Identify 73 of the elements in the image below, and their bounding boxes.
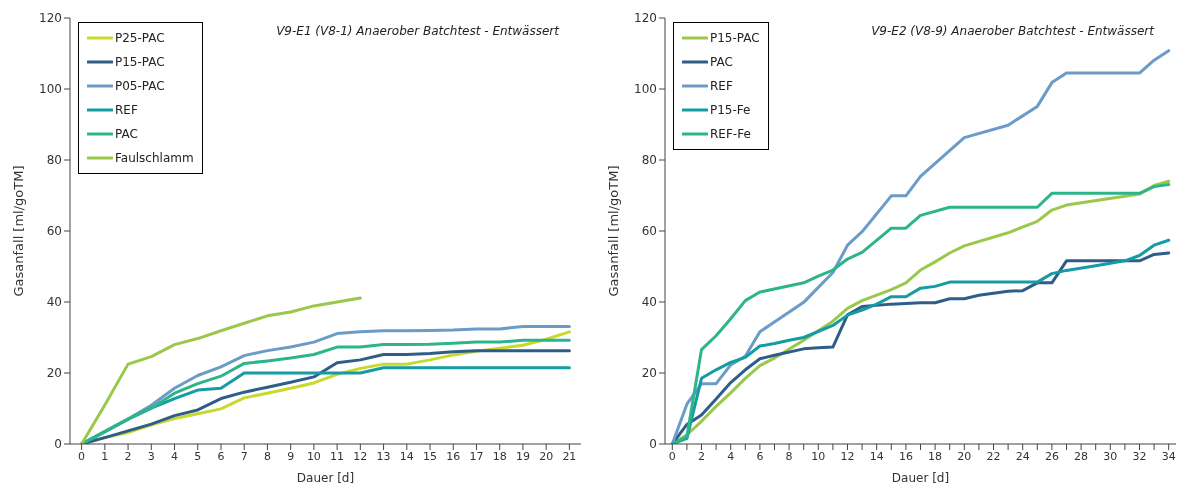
y-tick-label: 0 <box>54 437 62 452</box>
x-tick-label: 19 <box>515 449 530 463</box>
y-tick-label: 100 <box>634 82 657 97</box>
x-tick-label: 3 <box>147 449 155 463</box>
x-tick-label: 20 <box>957 449 972 463</box>
text: V9-E2 (V8-9) Anaerober Batchtest - Entwässert <box>871 24 1154 38</box>
x-tick-label: 26 <box>1044 449 1059 463</box>
legend-label: REF <box>710 78 733 95</box>
legend-label: Faulschlamm <box>115 150 194 167</box>
x-tick-label: 21 <box>562 449 577 463</box>
x-axis-title: Dauer [d] <box>296 471 355 485</box>
x-tick-label: 15 <box>423 449 438 463</box>
x-tick-label: 34 <box>1161 449 1176 463</box>
legend-label: PAC <box>115 126 138 143</box>
y-tick-label: 20 <box>641 366 657 381</box>
x-tick-label: 12 <box>353 449 368 463</box>
x-tick-label: 4 <box>727 449 735 463</box>
legend-label: P15-PAC <box>115 54 165 71</box>
x-tick-label: 18 <box>928 449 943 463</box>
y-axis-title: Gasanfall [ml/goTM] <box>10 165 26 297</box>
x-tick-label: 24 <box>1015 449 1030 463</box>
y-tick-label: 100 <box>39 82 62 97</box>
x-tick-label: 12 <box>840 449 855 463</box>
y-tick-label: 40 <box>46 295 62 310</box>
x-tick-label: 18 <box>492 449 507 463</box>
legend-label: P05-PAC <box>115 78 165 95</box>
legend-label: REF-Fe <box>710 126 751 143</box>
y-tick-label: 60 <box>641 224 657 239</box>
x-tick-label: 5 <box>194 449 202 463</box>
x-axis-title: Dauer [d] <box>891 471 950 485</box>
y-tick-label: 80 <box>641 153 657 168</box>
y-tick-label: 120 <box>39 11 62 26</box>
x-tick-label: 14 <box>869 449 884 463</box>
x-tick-label: 7 <box>240 449 248 463</box>
legend-label: REF <box>115 102 138 119</box>
y-tick-label: 0 <box>649 437 657 452</box>
y-tick-label: 80 <box>46 153 62 168</box>
x-tick-label: 28 <box>1074 449 1089 463</box>
x-tick-label: 2 <box>124 449 132 463</box>
x-tick-label: 17 <box>469 449 484 463</box>
line-series <box>80 296 362 444</box>
line-series <box>670 49 1171 444</box>
x-tick-label: 20 <box>539 449 554 463</box>
x-tick-label: 8 <box>785 449 793 463</box>
x-tick-label: 8 <box>263 449 271 463</box>
y-tick-label: 60 <box>46 224 62 239</box>
legend-label: P15-PAC <box>710 30 760 47</box>
x-tick-label: 10 <box>811 449 826 463</box>
y-tick-label: 40 <box>641 295 657 310</box>
x-tick-label: 6 <box>217 449 225 463</box>
x-tick-label: 1 <box>101 449 109 463</box>
legend-label: P15-Fe <box>710 102 751 119</box>
x-tick-label: 16 <box>446 449 461 463</box>
legend-label: PAC <box>710 54 733 71</box>
x-tick-label: 22 <box>986 449 1001 463</box>
y-axis-title: Gasanfall [ml/goTM] <box>605 165 621 297</box>
x-tick-label: 32 <box>1132 449 1147 463</box>
x-tick-label: 2 <box>698 449 705 463</box>
text: V9-E1 (V8-1) Anaerober Batchtest - Entwässert <box>276 24 559 38</box>
x-tick-label: 0 <box>668 449 676 463</box>
x-tick-label: 16 <box>898 449 913 463</box>
y-tick-label: 120 <box>634 11 657 26</box>
y-tick-label: 20 <box>46 366 62 381</box>
legend-label: P25-PAC <box>115 30 165 47</box>
x-tick-label: 6 <box>756 449 764 463</box>
x-tick-label: 9 <box>287 449 295 463</box>
x-tick-label: 13 <box>376 449 391 463</box>
x-tick-label: 30 <box>1103 449 1118 463</box>
x-tick-label: 4 <box>171 449 179 463</box>
x-tick-label: 10 <box>306 449 321 463</box>
x-tick-label: 14 <box>399 449 414 463</box>
x-tick-label: 0 <box>78 449 86 463</box>
x-tick-label: 11 <box>330 449 345 463</box>
